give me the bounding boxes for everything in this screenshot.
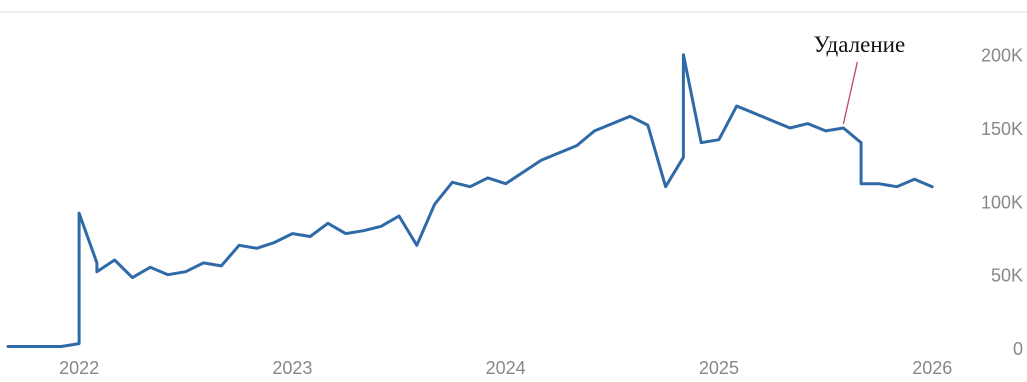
y-tick-label-0: 0 [1013,339,1023,359]
x-axis-ticks: 2022 2023 2024 2025 2026 [59,358,952,378]
y-tick-label-50K: 50K [991,266,1023,286]
x-tick-label-2026: 2026 [912,358,952,378]
x-tick-label-2023: 2023 [272,358,312,378]
series-line-0 [6,53,934,348]
annotation-label: Удаление [814,32,906,57]
x-tick-label-2025: 2025 [699,358,739,378]
x-tick-label-2022: 2022 [59,358,99,378]
y-axis-ticks: 0 50K 100K 150K 200K [981,46,1023,359]
annotation-pointer [842,61,858,125]
y-tick-label-150K: 150K [981,119,1023,139]
x-tick-label-2024: 2024 [486,358,526,378]
annotation-layer: Удаление [814,32,906,125]
y-tick-label-100K: 100K [981,192,1023,212]
y-tick-label-200K: 200K [981,46,1023,66]
series-layer [6,53,934,348]
